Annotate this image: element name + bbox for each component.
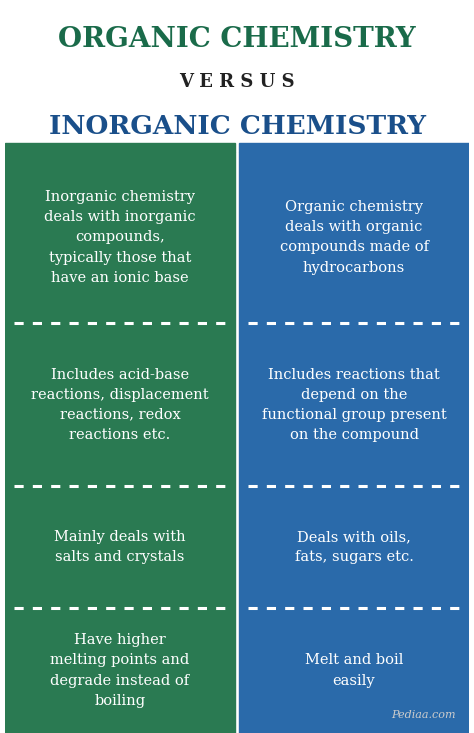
Text: Organic chemistry
deals with organic
compounds made of
hydrocarbons: Organic chemistry deals with organic com… <box>280 200 428 275</box>
Text: V E R S U S: V E R S U S <box>179 73 295 92</box>
Text: Have higher
melting points and
degrade instead of
boiling: Have higher melting points and degrade i… <box>50 633 190 707</box>
Text: Includes reactions that
depend on the
functional group present
on the compound: Includes reactions that depend on the fu… <box>262 367 447 442</box>
Bar <box>5 143 235 152</box>
Bar <box>5 0 469 143</box>
Text: Pediaa.com: Pediaa.com <box>391 710 455 720</box>
Text: Deals with oils,
fats, sugars etc.: Deals with oils, fats, sugars etc. <box>294 530 413 564</box>
Text: Inorganic chemistry
deals with inorganic
compounds,
typically those that
have an: Inorganic chemistry deals with inorganic… <box>44 191 196 284</box>
Text: ORGANIC CHEMISTRY: ORGANIC CHEMISTRY <box>58 26 416 53</box>
Bar <box>239 152 469 733</box>
Bar <box>239 143 469 152</box>
Text: Mainly deals with
salts and crystals: Mainly deals with salts and crystals <box>54 530 186 564</box>
Text: Includes acid-base
reactions, displacement
reactions, redox
reactions etc.: Includes acid-base reactions, displaceme… <box>31 367 209 442</box>
Text: Melt and boil
easily: Melt and boil easily <box>305 654 403 688</box>
Text: INORGANIC CHEMISTRY: INORGANIC CHEMISTRY <box>48 114 426 139</box>
Bar <box>5 152 235 733</box>
